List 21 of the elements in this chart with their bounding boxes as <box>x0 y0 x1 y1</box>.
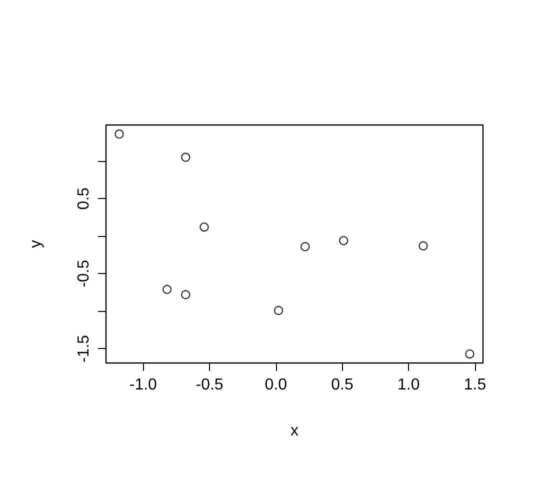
x-tick-label: 1.0 <box>398 376 420 394</box>
x-axis-title: x <box>290 422 298 440</box>
point <box>181 290 190 300</box>
y-tick-label: -0.5 <box>76 260 92 288</box>
point <box>418 241 428 250</box>
y-axis-title: y <box>28 240 44 248</box>
x-tick-label: 0.0 <box>264 376 288 394</box>
y-tick-label: -1.5 <box>76 334 92 363</box>
x-tick-label: -0.5 <box>196 376 224 394</box>
point <box>200 222 209 232</box>
x-tick-label: -1.0 <box>129 376 158 394</box>
point <box>465 349 474 359</box>
point <box>114 129 124 139</box>
x-tick-label: 0.5 <box>331 376 354 394</box>
x-tick-label: 1.5 <box>464 376 486 394</box>
y-tick-label: 0.5 <box>76 187 92 210</box>
point <box>181 152 190 162</box>
point <box>300 242 310 252</box>
point <box>339 236 348 246</box>
point <box>274 306 284 316</box>
point <box>162 284 172 294</box>
